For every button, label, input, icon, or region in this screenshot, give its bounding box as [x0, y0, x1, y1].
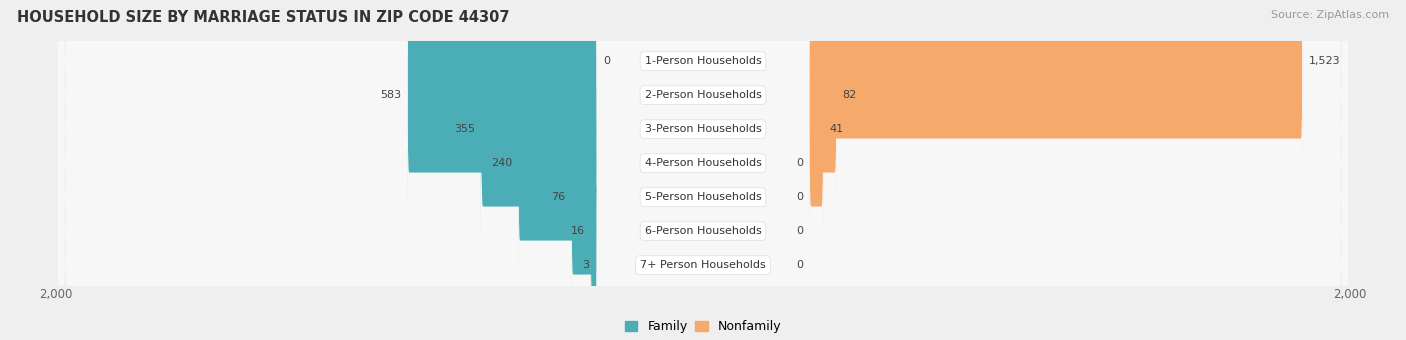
Text: 1-Person Households: 1-Person Households [644, 56, 762, 66]
Text: HOUSEHOLD SIZE BY MARRIAGE STATUS IN ZIP CODE 44307: HOUSEHOLD SIZE BY MARRIAGE STATUS IN ZIP… [17, 10, 509, 25]
FancyBboxPatch shape [58, 0, 1348, 340]
FancyBboxPatch shape [595, 139, 598, 340]
FancyBboxPatch shape [517, 37, 598, 290]
Text: 3: 3 [582, 260, 589, 270]
FancyBboxPatch shape [591, 105, 598, 340]
FancyBboxPatch shape [408, 0, 598, 222]
Text: 3-Person Households: 3-Person Households [644, 124, 762, 134]
Text: 0: 0 [796, 226, 803, 236]
Text: 4-Person Households: 4-Person Households [644, 158, 762, 168]
FancyBboxPatch shape [58, 0, 1348, 340]
Text: 0: 0 [796, 192, 803, 202]
FancyBboxPatch shape [481, 3, 598, 256]
FancyBboxPatch shape [58, 0, 1348, 340]
Text: 240: 240 [491, 158, 512, 168]
Text: 0: 0 [796, 260, 803, 270]
FancyBboxPatch shape [58, 0, 1348, 340]
Text: 82: 82 [842, 90, 856, 100]
Text: 355: 355 [454, 124, 475, 134]
FancyBboxPatch shape [808, 0, 1303, 188]
Text: 583: 583 [380, 90, 401, 100]
FancyBboxPatch shape [58, 0, 1348, 340]
Text: 1,523: 1,523 [1309, 56, 1340, 66]
Text: 76: 76 [551, 192, 565, 202]
FancyBboxPatch shape [808, 0, 837, 222]
FancyBboxPatch shape [58, 0, 1348, 340]
FancyBboxPatch shape [58, 0, 1348, 340]
Text: Source: ZipAtlas.com: Source: ZipAtlas.com [1271, 10, 1389, 20]
Text: 0: 0 [796, 158, 803, 168]
Text: 6-Person Households: 6-Person Households [644, 226, 762, 236]
Text: 2-Person Households: 2-Person Households [644, 90, 762, 100]
Text: 16: 16 [571, 226, 585, 236]
Text: 5-Person Households: 5-Person Households [644, 192, 762, 202]
FancyBboxPatch shape [571, 71, 598, 324]
Legend: Family, Nonfamily: Family, Nonfamily [624, 320, 782, 333]
Text: 7+ Person Households: 7+ Person Households [640, 260, 766, 270]
Text: 41: 41 [830, 124, 844, 134]
FancyBboxPatch shape [808, 3, 824, 256]
Text: 0: 0 [603, 56, 610, 66]
